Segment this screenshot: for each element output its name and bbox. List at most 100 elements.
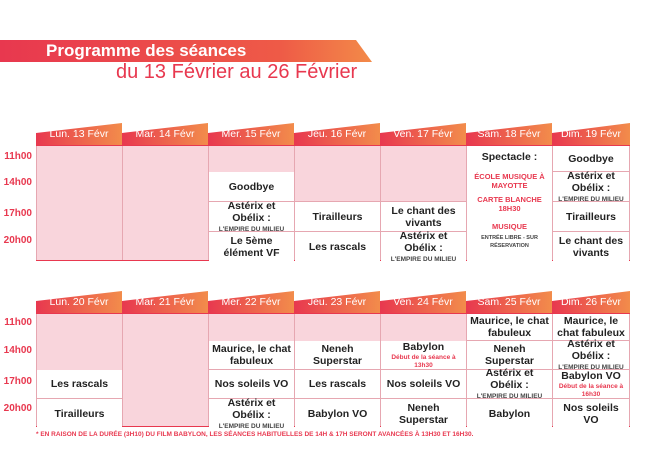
schedule-cell[interactable]: Les rascals [295,370,380,399]
page-subtitle: du 13 Février au 26 Février [116,61,358,83]
day-tab-monday: Lun. 13 Févr [36,123,122,145]
session-note: Début de la séance à 13h30 [391,353,456,369]
schedule-cell[interactable]: Maurice, le chat fabuleux [467,314,552,341]
schedule-cell[interactable]: Astérix et Obélix : L'EMPIRE DU MILIEU [209,396,294,430]
day-label: Jeu. 23 Févr [307,296,367,308]
day-tab-monday: Lun. 20 Févr [36,291,122,313]
schedule-cell[interactable]: Babylon VO [295,399,380,428]
week2-column-monday: Les rascals Tirailleurs [36,314,122,428]
empty-slot [295,146,380,202]
film-subtitle: L'EMPIRE DU MILIEU [218,225,285,233]
day-label: Ven. 24 Févr [393,296,453,308]
schedule-cell[interactable]: Neneh Superstar [295,341,380,370]
film-title: Astérix et Obélix : [227,199,276,224]
day-tab-thursday: Jeu. 23 Févr [294,291,380,313]
day-tab-tuesday: Mar. 21 Févr [122,291,208,313]
week2-column-wednesday: Maurice, le chat fabuleux Nos soleils VO… [208,314,294,430]
event-school: ÉCOLE MUSIQUE À MAYOTTE [474,172,545,190]
schedule-cell[interactable]: Les rascals [295,232,380,262]
schedule-cell[interactable]: Babylon Début de la séance à 13h30 [381,341,466,370]
day-tab-tuesday: Mar. 14 Févr [122,123,208,145]
schedule-cell[interactable]: Neneh Superstar [381,399,466,428]
schedule-cell[interactable]: Le 5ème élément VF [209,232,294,262]
schedule-cell[interactable]: Les rascals [37,370,122,399]
day-label: Mar. 21 Févr [135,296,195,308]
week2-column-tuesday [122,314,208,426]
schedule-cell[interactable]: Tirailleurs [553,202,629,232]
schedule-cell[interactable]: Goodbye [553,146,629,172]
day-label: Mar. 14 Févr [135,128,195,140]
film-title: Goodbye [228,180,275,193]
film-subtitle: L'EMPIRE DU MILIEU [558,195,624,203]
schedule-cell[interactable]: Astérix et Obélix : L'EMPIRE DU MILIEU [553,338,629,371]
film-subtitle: L'EMPIRE DU MILIEU [218,422,285,430]
page-title: Programme des séances [46,41,247,60]
film-subtitle: L'EMPIRE DU MILIEU [558,364,624,371]
film-title: Tirailleurs [312,210,363,223]
schedule-cell[interactable]: Maurice, le chat fabuleux [553,314,629,341]
schedule-cell[interactable]: Astérix et Obélix : L'EMPIRE DU MILIEU [553,170,629,203]
day-tab-thursday: Jeu. 16 Févr [294,123,380,145]
schedule-cell[interactable]: Nos soleils VO [381,370,466,399]
schedule-cell[interactable]: Babylon VO Début de la séance à 16h30 [553,370,629,399]
schedule-cell[interactable]: Neneh Superstar [467,341,552,370]
film-subtitle: L'EMPIRE DU MILIEU [390,256,457,263]
film-title: Les rascals [308,241,367,253]
event-carte-blanche: CARTE BLANCHE 18H30 [477,195,542,213]
event-musique: MUSIQUE [491,222,527,231]
day-label: Ven. 17 Févr [393,128,453,140]
schedule-cell[interactable]: Babylon [467,399,552,428]
film-title: Le chant des vivants [391,204,456,229]
spectacle-cell[interactable]: Spectacle : ÉCOLE MUSIQUE À MAYOTTE CART… [467,146,552,262]
footnote: * EN RAISON DE LA DURÉE (3H10) DU FILM B… [36,431,474,438]
time-label-17h00: 17h00 [3,208,32,219]
film-title: Nos soleils VO [386,378,461,390]
film-subtitle: L'EMPIRE DU MILIEU [476,393,543,400]
schedule-cell[interactable]: Astérix et Obélix : L'EMPIRE DU MILIEU [467,367,552,400]
schedule-cell[interactable]: Astérix et Obélix : L'EMPIRE DU MILIEU [209,199,294,233]
film-title: Astérix et Obélix : [485,367,534,391]
film-title: Tirailleurs [566,210,616,223]
schedule-cell[interactable]: Nos soleils VO [209,370,294,399]
day-tab-sunday: Dim. 26 Févr [552,291,630,313]
schedule-cell[interactable]: Goodbye [209,172,294,202]
day-tab-sunday: Dim. 19 Févr [552,123,630,145]
day-tab-saturday: Sam. 25 Févr [466,291,552,313]
schedule-cell[interactable]: Le chant des vivants [381,202,466,232]
film-title: Babylon VO [307,407,368,420]
film-title: Babylon [402,340,445,353]
week2-column-sunday: Maurice, le chat fabuleux Astérix et Obé… [552,314,630,428]
week1-column-friday: Le chant des vivants Astérix et Obélix :… [380,146,466,263]
event-entry-info: ENTRÉE LIBRE - SUR RÉSERVATION [481,235,538,249]
film-title: Nos soleils VO [563,401,619,426]
day-label: Lun. 20 Févr [49,296,109,308]
time-label-11h00: 11h00 [4,151,32,162]
schedule-cell[interactable]: Nos soleils VO [553,399,629,428]
film-title: Le 5ème élément VF [223,235,280,259]
schedule-cell[interactable]: Astérix et Obélix : L'EMPIRE DU MILIEU [381,230,466,263]
film-title: Astérix et Obélix : [227,396,276,421]
schedule-cell[interactable]: Maurice, le chat fabuleux [209,341,294,370]
day-label: Dim. 26 Févr [560,296,622,308]
week1-column-wednesday: Goodbye Astérix et Obélix : L'EMPIRE DU … [208,146,294,262]
film-title: Maurice, le chat fabuleux [212,343,291,367]
film-title: Babylon [488,407,531,420]
week1-column-tuesday [122,146,208,260]
schedule-cell[interactable]: Tirailleurs [37,399,122,428]
schedule-cell[interactable]: Le chant des vivants [553,232,629,262]
week2-column-thursday: Neneh Superstar Les rascals Babylon VO [294,314,380,428]
schedule-cell[interactable]: Tirailleurs [295,202,380,232]
film-title: Astérix et Obélix : [567,338,615,362]
film-title: Les rascals [308,378,367,390]
week1-column-thursday: Tirailleurs Les rascals [294,146,380,262]
empty-slot [381,146,466,202]
time-label-14h00: 14h00 [3,345,32,356]
film-title: Le chant des vivants [558,235,624,259]
day-label: Mer. 15 Févr [221,128,281,140]
week2-column-saturday: Maurice, le chat fabuleux Neneh Supersta… [466,314,552,428]
film-title: Nos soleils VO [214,378,289,390]
title-banner [0,40,372,62]
day-label: Sam. 25 Févr [477,296,541,308]
week2-column-friday: Babylon Début de la séance à 13h30 Nos s… [380,314,466,428]
time-label-14h00: 14h00 [3,177,32,188]
